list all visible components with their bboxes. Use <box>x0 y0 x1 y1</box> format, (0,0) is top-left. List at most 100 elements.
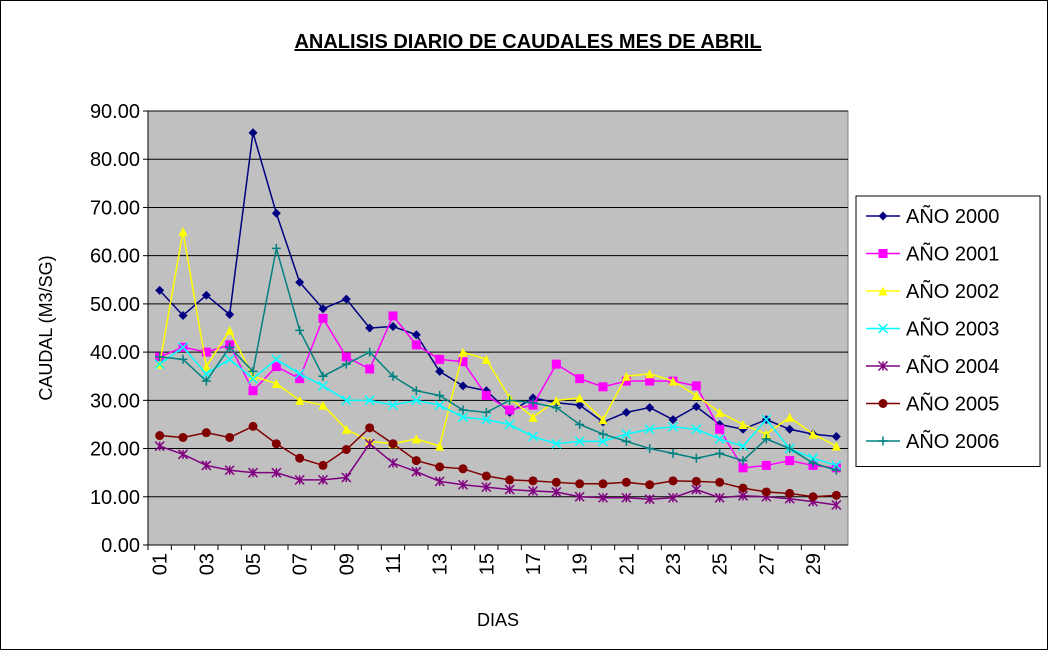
marker <box>201 347 211 357</box>
legend-item: AÑO 2003 <box>866 317 999 341</box>
series <box>155 243 841 475</box>
x-tick-label: 09 <box>336 553 358 575</box>
x-tick-label: 01 <box>150 553 172 575</box>
marker <box>528 476 538 486</box>
marker <box>691 424 702 435</box>
marker <box>271 439 281 449</box>
y-tick-label: 30.00 <box>90 390 140 412</box>
marker <box>411 330 421 340</box>
marker <box>737 441 749 452</box>
marker <box>715 448 725 458</box>
marker <box>831 490 841 500</box>
series-line <box>159 442 837 506</box>
marker <box>527 485 539 497</box>
marker <box>481 391 491 401</box>
legend-label: AÑO 2005 <box>906 392 999 416</box>
legend-label: AÑO 2001 <box>906 242 999 266</box>
marker <box>481 354 491 364</box>
marker <box>738 483 748 493</box>
marker <box>597 492 609 503</box>
marker <box>504 419 515 430</box>
marker <box>761 487 771 497</box>
marker <box>411 456 421 466</box>
marker <box>505 405 515 415</box>
marker <box>154 441 165 452</box>
marker <box>435 391 445 401</box>
legend-item: AÑO 2000 <box>866 204 999 228</box>
marker <box>364 438 375 449</box>
marker <box>317 380 329 391</box>
marker <box>318 400 328 410</box>
marker <box>365 423 375 433</box>
marker <box>411 386 421 396</box>
marker <box>667 492 679 503</box>
marker <box>318 371 328 381</box>
x-tick-label: 21 <box>616 553 638 575</box>
marker <box>598 479 608 489</box>
marker <box>715 424 725 434</box>
marker <box>341 472 352 483</box>
marker <box>387 457 399 469</box>
marker <box>598 415 608 425</box>
marker <box>411 466 422 477</box>
marker <box>667 421 679 432</box>
marker <box>621 477 631 487</box>
marker <box>621 436 631 446</box>
marker <box>154 359 165 370</box>
marker <box>785 456 795 466</box>
marker <box>247 373 259 384</box>
marker <box>691 453 701 463</box>
marker <box>248 371 258 381</box>
marker <box>248 386 258 396</box>
marker <box>458 464 468 474</box>
marker <box>691 391 701 401</box>
marker <box>458 347 468 357</box>
marker <box>528 412 538 422</box>
series <box>155 421 841 502</box>
marker <box>574 491 585 502</box>
marker <box>551 359 561 369</box>
y-tick-label: 90.00 <box>90 101 140 123</box>
marker <box>691 484 702 495</box>
marker <box>645 376 655 386</box>
marker <box>271 208 281 218</box>
marker <box>527 431 539 442</box>
marker <box>155 352 165 362</box>
marker <box>341 395 352 406</box>
marker <box>155 431 165 441</box>
marker <box>365 364 375 374</box>
series <box>154 342 842 471</box>
marker <box>691 476 701 486</box>
marker <box>644 424 655 435</box>
y-tick-label: 10.00 <box>90 487 140 509</box>
marker <box>878 211 888 221</box>
legend-label: AÑO 2002 <box>906 279 999 303</box>
marker <box>434 400 445 411</box>
marker <box>225 325 235 335</box>
marker <box>551 438 562 449</box>
marker <box>388 371 398 381</box>
marker <box>551 403 561 413</box>
marker <box>201 428 211 438</box>
marker <box>341 359 351 369</box>
marker <box>551 486 562 497</box>
x-tick-label: 19 <box>570 553 592 575</box>
marker <box>341 352 351 362</box>
marker <box>505 475 515 485</box>
marker <box>481 471 491 481</box>
marker <box>365 323 375 333</box>
legend-label: AÑO 2003 <box>906 317 999 341</box>
x-tick-label: 17 <box>523 553 545 575</box>
legend-item: AÑO 2004 <box>866 354 999 378</box>
marker <box>201 290 211 300</box>
marker <box>621 492 632 503</box>
marker <box>201 460 212 471</box>
marker <box>668 448 678 458</box>
marker <box>785 412 795 422</box>
marker <box>341 294 351 304</box>
marker <box>201 362 211 372</box>
marker <box>458 381 468 391</box>
x-tick-label: 11 <box>383 553 405 574</box>
x-tick-label: 29 <box>803 553 825 575</box>
x-tick-label: 23 <box>663 553 685 575</box>
